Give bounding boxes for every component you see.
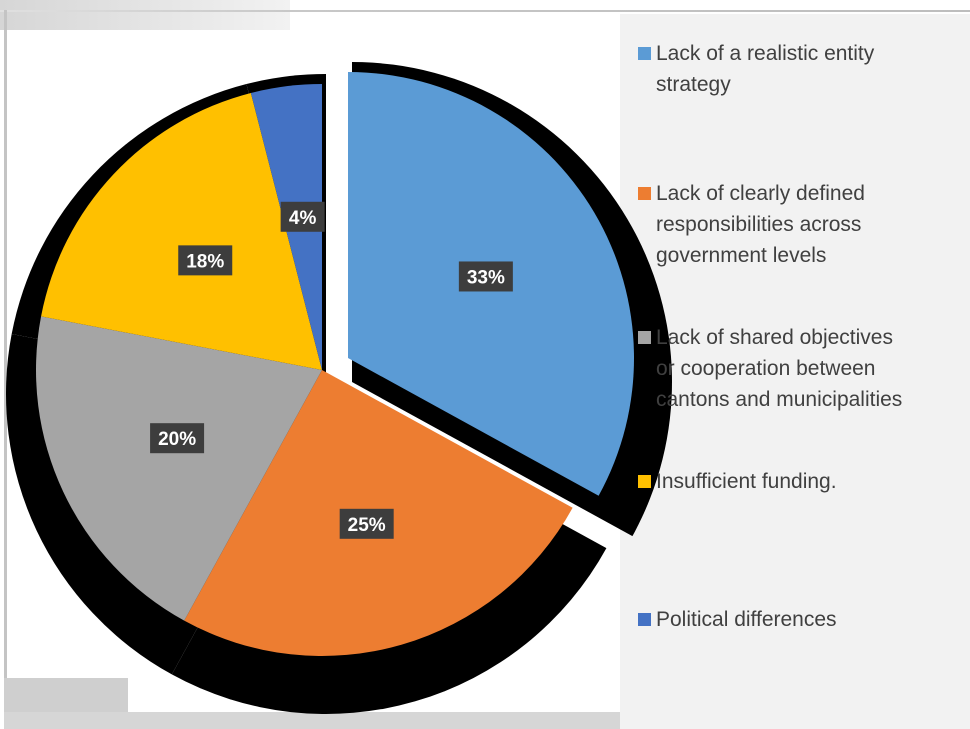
- slice-insufficient-funding: [41, 92, 322, 370]
- legend-label: Lack of a realistic entity strategy: [656, 42, 875, 96]
- slice-lack-of-clearly-defined-responsibilities-across-government-levels-data-label: 25%: [339, 508, 394, 539]
- legend-label: Insufficient funding.: [656, 470, 837, 493]
- slice-political-differences-data-label: 4%: [280, 201, 325, 232]
- legend-item: Lack of shared objectives or cooperation…: [638, 322, 968, 415]
- legend-item: Lack of clearly defined responsibilities…: [638, 178, 968, 271]
- slice-lack-of-shared-objectives-or-cooperation-between-cantons-and-municipalities-data-label-box: [150, 423, 205, 454]
- frame-top-border: [0, 10, 970, 12]
- slice-insufficient-funding-data-label-text: 18%: [186, 251, 224, 272]
- legend-label: Lack of clearly defined responsibilities…: [656, 182, 865, 267]
- slice-lack-of-a-realistic-entity-strategy-data-label-text: 33%: [467, 267, 505, 288]
- pie-label-layer: 33% 25% 20% 18% 4%: [150, 201, 513, 539]
- slice-insufficient-funding-data-label: 18%: [178, 245, 233, 276]
- slice-lack-of-a-realistic-entity-strategy-data-label: 33%: [458, 261, 513, 292]
- legend-label: Political differences: [656, 608, 837, 631]
- legend-label: Lack of shared objectives or cooperation…: [656, 326, 903, 411]
- legend-swatch: [638, 331, 651, 344]
- slice-political-differences-data-label-box: [280, 201, 325, 232]
- legend-item: Lack of a realistic entity strategy: [638, 38, 968, 100]
- slice-lack-of-clearly-defined-responsibilities-across-government-levels-data-label-box: [339, 508, 394, 539]
- frame-bottom-shade: [4, 678, 128, 718]
- slice-political-differences-data-label-text: 4%: [289, 208, 317, 229]
- slice-lack-of-shared-objectives-or-cooperation-between-cantons-and-municipalities-data-label-text: 20%: [158, 429, 196, 450]
- frame-bottom-border: [4, 712, 624, 729]
- slice-insufficient-funding-data-label-box: [178, 245, 233, 276]
- slice-lack-of-a-realistic-entity-strategy-data-label-box: [458, 261, 513, 292]
- legend-swatch: [638, 613, 651, 626]
- legend-panel: [620, 14, 970, 729]
- slice-lack-of-shared-objectives-or-cooperation-between-cantons-and-municipalities-data-label: 20%: [150, 423, 205, 454]
- legend-item: Insufficient funding.: [638, 466, 968, 497]
- frame-top-shade: [0, 0, 290, 30]
- legend-swatch: [638, 47, 651, 60]
- slice-lack-of-shared-objectives-or-cooperation-between-cantons-and-municipalities: [36, 316, 322, 621]
- frame-left-border: [4, 10, 7, 710]
- legend-swatch: [638, 475, 651, 488]
- slice-lack-of-clearly-defined-responsibilities-across-government-levels-data-label-text: 25%: [348, 515, 386, 536]
- legend-swatch: [638, 187, 651, 200]
- legend-item: Political differences: [638, 604, 968, 635]
